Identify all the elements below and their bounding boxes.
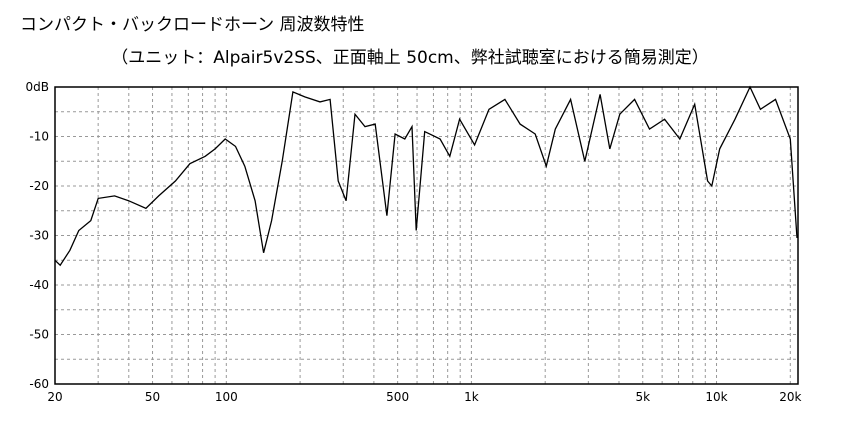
y-tick-label: -20 — [29, 179, 49, 193]
y-tick-label: -40 — [29, 278, 49, 292]
y-tick-label: -10 — [29, 130, 49, 144]
y-tick-label: -60 — [29, 377, 49, 391]
x-tick-label: 20k — [779, 390, 801, 404]
y-tick-label: -30 — [29, 229, 49, 243]
x-tick-label: 10k — [705, 390, 727, 404]
y-tick-label: -50 — [29, 328, 49, 342]
x-tick-label: 5k — [635, 390, 650, 404]
plot-frame — [54, 86, 799, 385]
y-tick-label: 0dB — [26, 80, 49, 94]
x-tick-label: 1k — [464, 390, 479, 404]
chart-title: コンパクト・バックロードホーン 周波数特性 — [20, 15, 365, 35]
x-tick-label: 50 — [145, 390, 160, 404]
chart-subtitle: （ユニット：Alpair5v2SS、正面軸上 50cm、弊社試聴室における簡易測… — [111, 48, 709, 68]
x-tick-label: 500 — [386, 390, 409, 404]
x-tick-label: 100 — [215, 390, 238, 404]
x-tick-label: 20 — [47, 390, 62, 404]
response-line — [54, 85, 798, 267]
